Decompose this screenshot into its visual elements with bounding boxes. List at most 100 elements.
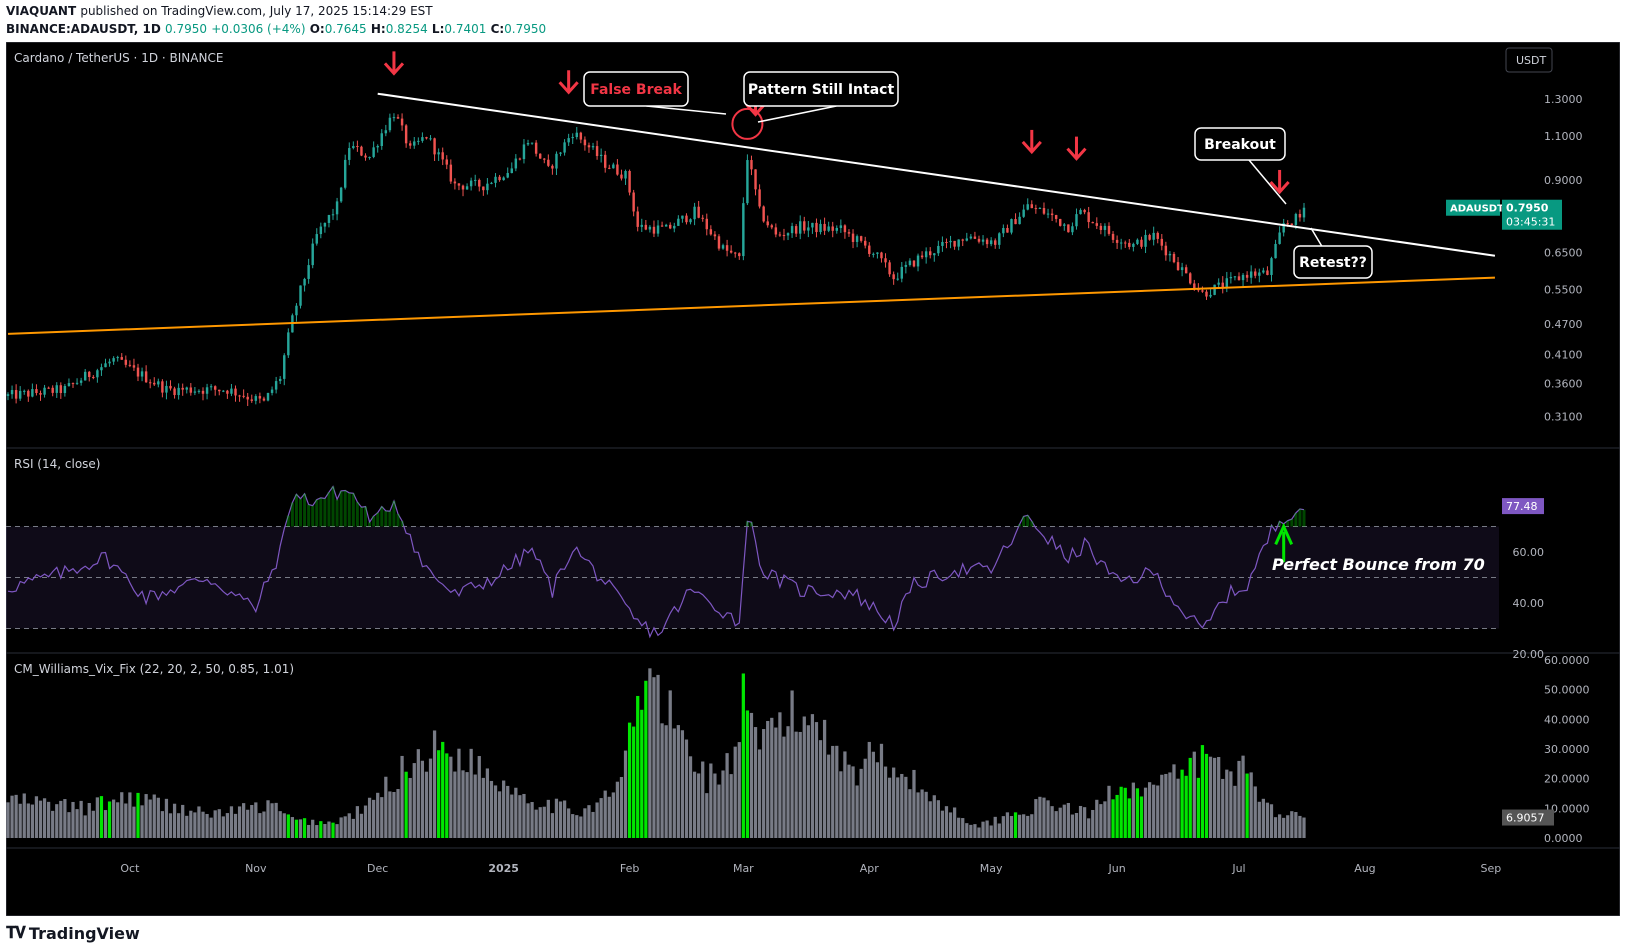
price-tick-label: 0.6500 bbox=[1544, 246, 1583, 259]
time-tick-label: Sep bbox=[1481, 862, 1502, 875]
candle-body bbox=[108, 361, 111, 364]
vix-bar bbox=[286, 814, 290, 838]
candle-body bbox=[961, 239, 964, 241]
vix-bar bbox=[1070, 814, 1075, 838]
candle-body bbox=[762, 206, 765, 222]
candle bbox=[1083, 208, 1086, 215]
candle-body bbox=[758, 189, 761, 207]
candle-body bbox=[274, 381, 278, 390]
candle-body bbox=[59, 385, 63, 394]
price-tick-label: 0.4700 bbox=[1544, 318, 1583, 331]
vix-bar bbox=[270, 803, 274, 838]
candle-body bbox=[348, 148, 351, 160]
candle-body bbox=[144, 371, 148, 383]
vix-bar bbox=[339, 817, 343, 838]
candle bbox=[1180, 262, 1184, 277]
vix-bar bbox=[1253, 786, 1257, 838]
tradingview-logo-icon: 𝐓𝐕 bbox=[6, 923, 26, 942]
vix-bar bbox=[461, 770, 465, 838]
candle bbox=[945, 238, 948, 249]
candle-body bbox=[396, 117, 400, 119]
vix-bar bbox=[973, 824, 977, 838]
candle bbox=[173, 386, 176, 399]
candle bbox=[1115, 235, 1119, 249]
candle-body bbox=[335, 201, 339, 215]
candle bbox=[636, 206, 639, 232]
vix-bar bbox=[900, 773, 904, 838]
vix-bar bbox=[1091, 809, 1095, 838]
candle-body bbox=[929, 251, 932, 256]
candle bbox=[327, 214, 331, 228]
vix-bar bbox=[965, 823, 969, 838]
vix-tick-label: 30.0000 bbox=[1544, 743, 1590, 756]
candle-body bbox=[47, 387, 50, 389]
vix-bar bbox=[676, 725, 680, 838]
candle-body bbox=[920, 255, 924, 258]
vix-bar bbox=[103, 810, 108, 838]
candle bbox=[961, 238, 964, 247]
candle-body bbox=[75, 382, 79, 384]
price-tick-label: 0.3100 bbox=[1544, 410, 1583, 423]
footer-brand[interactable]: 𝐓𝐕 TradingView bbox=[6, 923, 140, 943]
pattern-intact-callout-pointer bbox=[757, 105, 837, 123]
time-tick-label: Nov bbox=[245, 862, 267, 875]
candle bbox=[884, 253, 887, 268]
candle-body bbox=[1140, 239, 1143, 247]
candle bbox=[599, 148, 603, 163]
candle bbox=[892, 271, 895, 285]
vix-bar bbox=[997, 823, 1001, 838]
candle-body bbox=[1144, 234, 1147, 247]
vix-bar bbox=[136, 792, 140, 838]
candle bbox=[79, 377, 83, 386]
candle-body bbox=[534, 142, 538, 154]
vix-bar bbox=[441, 741, 445, 838]
candle bbox=[376, 144, 379, 153]
candle bbox=[83, 368, 87, 381]
candle bbox=[226, 389, 229, 399]
candle-body bbox=[417, 140, 420, 142]
retest-callout-box bbox=[1293, 245, 1373, 279]
vix-bar bbox=[810, 714, 815, 838]
vix-bar bbox=[615, 781, 620, 838]
candle-body bbox=[896, 278, 899, 280]
price-tick-label: 0.5500 bbox=[1544, 283, 1583, 296]
candle bbox=[608, 164, 611, 170]
vix-bar bbox=[1229, 771, 1233, 838]
vix-bar bbox=[396, 789, 400, 838]
candle bbox=[124, 355, 128, 368]
vix-bar bbox=[701, 761, 705, 838]
vix-bar bbox=[713, 773, 717, 838]
candle-body bbox=[319, 226, 323, 235]
candle bbox=[937, 240, 940, 257]
candle-body bbox=[571, 137, 574, 139]
vix-bar bbox=[445, 753, 449, 838]
candle bbox=[1282, 218, 1285, 237]
candle bbox=[400, 113, 404, 131]
vix-bar bbox=[120, 792, 124, 838]
chart-canvas[interactable]: Cardano / TetherUS · 1D · BINANCE USDT 1.3… bbox=[6, 42, 1620, 916]
vix-bar bbox=[22, 793, 26, 838]
vix-bar bbox=[26, 803, 30, 838]
candle bbox=[677, 215, 680, 226]
breakout-callout-text: Breakout bbox=[1204, 137, 1276, 153]
candle-body bbox=[543, 158, 546, 160]
vix-bar bbox=[254, 802, 258, 838]
vix-bar bbox=[437, 750, 441, 838]
candle bbox=[222, 390, 225, 393]
candle bbox=[1164, 241, 1168, 261]
vix-bar bbox=[632, 726, 636, 838]
candle bbox=[283, 353, 286, 386]
candle bbox=[673, 222, 676, 233]
candle-body bbox=[445, 159, 448, 165]
candle bbox=[433, 137, 436, 161]
candle bbox=[67, 378, 71, 387]
candle bbox=[161, 379, 164, 398]
vix-bar bbox=[323, 824, 327, 838]
vix-bar bbox=[376, 792, 380, 838]
candle-body bbox=[1087, 212, 1090, 223]
vix-bar bbox=[863, 758, 867, 838]
vix-bar bbox=[652, 677, 656, 838]
candle bbox=[185, 386, 188, 394]
candle-body bbox=[977, 238, 981, 242]
candle-body bbox=[1136, 239, 1139, 244]
